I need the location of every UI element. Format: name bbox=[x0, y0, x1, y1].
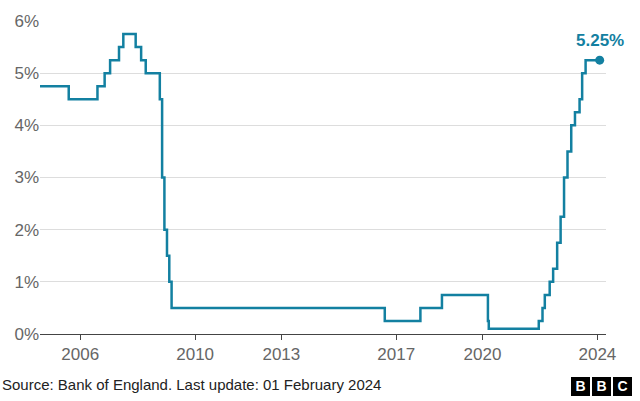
svg-text:2010: 2010 bbox=[176, 345, 214, 364]
svg-text:4%: 4% bbox=[14, 116, 39, 135]
html-text:C: C bbox=[617, 378, 628, 394]
svg-text:2013: 2013 bbox=[262, 345, 300, 364]
svg-text:1%: 1% bbox=[14, 273, 39, 292]
svg-text:6%: 6% bbox=[14, 12, 39, 31]
svg-text:0%: 0% bbox=[14, 325, 39, 344]
html-text:Source: Bank of England. Last: Source: Bank of England. Last update: 01… bbox=[2, 376, 382, 393]
svg-text:3%: 3% bbox=[14, 168, 39, 187]
html-text:B: B bbox=[575, 378, 586, 394]
svg-text:5.25%: 5.25% bbox=[576, 31, 624, 50]
svg-text:2006: 2006 bbox=[61, 345, 99, 364]
svg-text:5%: 5% bbox=[14, 64, 39, 83]
svg-text:2020: 2020 bbox=[464, 345, 502, 364]
svg-text:2%: 2% bbox=[14, 221, 39, 240]
svg-text:2017: 2017 bbox=[377, 345, 415, 364]
svg-text:2024: 2024 bbox=[578, 345, 616, 364]
html-text:B: B bbox=[596, 378, 607, 394]
